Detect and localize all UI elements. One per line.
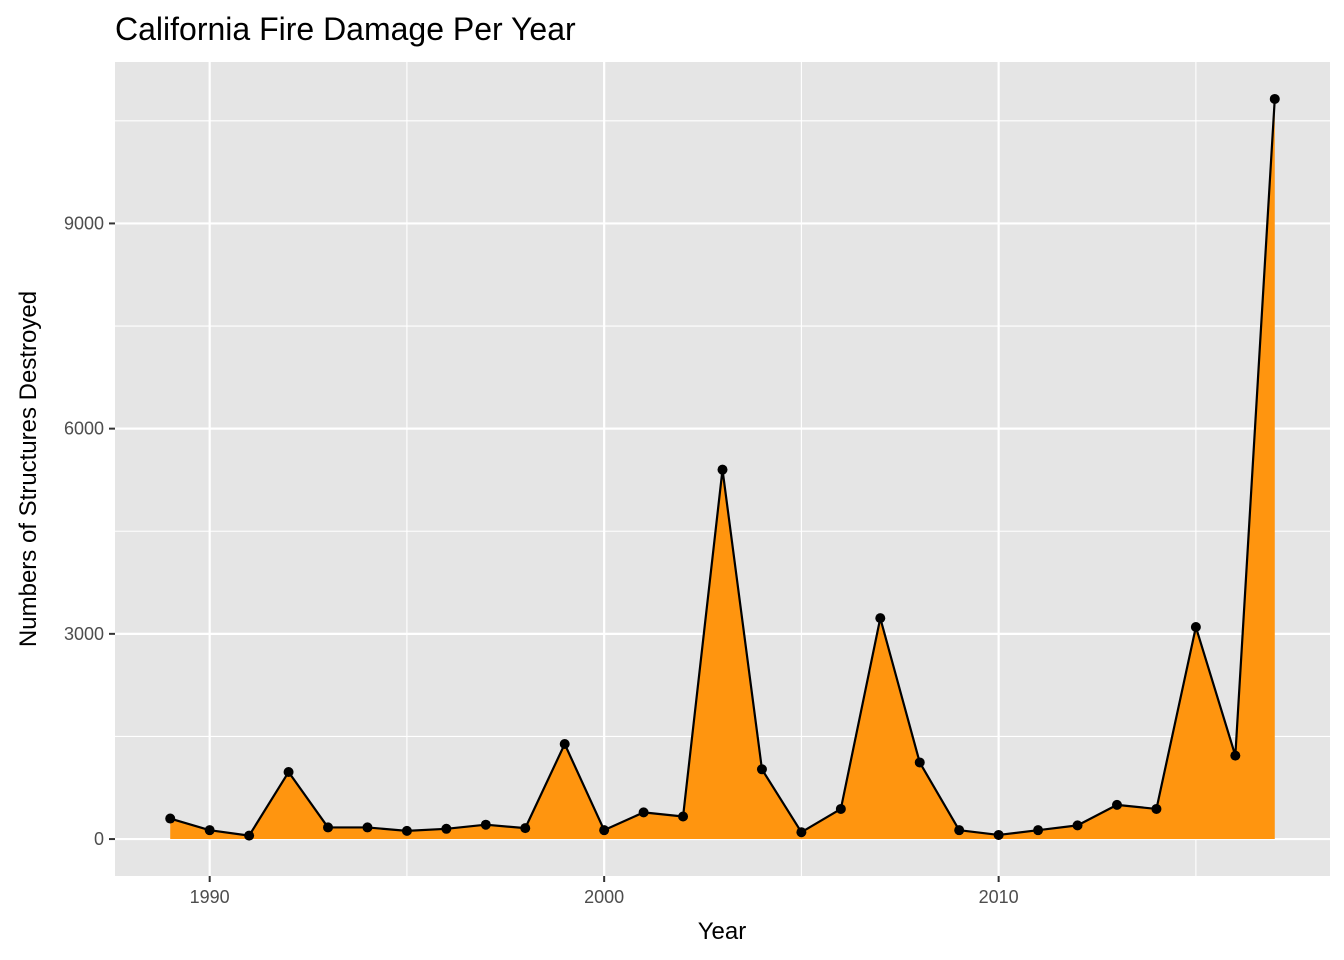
data-point-1989 (165, 813, 176, 824)
x-axis-title: Year (698, 918, 747, 945)
x-axis-ticks: 1990 2000 2010 (190, 876, 1019, 907)
data-point-2008 (914, 757, 925, 768)
data-point-2010 (993, 829, 1004, 840)
data-point-2009 (954, 825, 965, 836)
x-tick-label-1990: 1990 (190, 887, 230, 907)
y-tick-label-0: 0 (94, 829, 104, 849)
data-point-2011 (1033, 825, 1044, 836)
y-tick-label-6000: 6000 (64, 419, 104, 439)
y-tick-label-3000: 3000 (64, 624, 104, 644)
data-point-1993 (323, 822, 334, 833)
data-point-1991 (244, 830, 255, 841)
data-point-2005 (796, 827, 807, 838)
x-tick-label-2010: 2010 (979, 887, 1019, 907)
data-point-1992 (283, 767, 294, 778)
data-point-2004 (756, 764, 767, 775)
data-point-2012 (1072, 820, 1083, 831)
data-points (165, 93, 1280, 841)
y-axis-ticks: 0 3000 6000 9000 (64, 213, 115, 849)
data-point-2017 (1269, 93, 1280, 104)
data-point-1999 (559, 738, 570, 749)
data-point-2001 (638, 807, 649, 818)
area-fill (170, 98, 1275, 840)
major-gridlines (115, 62, 1330, 876)
data-point-2007 (875, 613, 886, 624)
data-point-2016 (1230, 750, 1241, 761)
data-point-2013 (1111, 799, 1122, 810)
chart-title: California Fire Damage Per Year (115, 11, 576, 47)
data-point-1995 (401, 825, 412, 836)
data-point-2015 (1190, 622, 1201, 633)
data-point-1994 (362, 822, 373, 833)
y-axis-title: Numbers of Structures Destroyed (15, 291, 42, 647)
data-point-2006 (835, 803, 846, 814)
data-point-2014 (1151, 803, 1162, 814)
x-tick-label-2000: 2000 (584, 887, 624, 907)
data-point-2003 (717, 464, 728, 475)
data-point-2000 (599, 825, 610, 836)
data-point-1996 (441, 823, 452, 834)
data-point-2002 (678, 811, 689, 822)
data-point-1997 (480, 819, 491, 830)
data-point-1990 (204, 825, 215, 836)
y-tick-label-9000: 9000 (64, 213, 104, 233)
data-point-1998 (520, 823, 531, 834)
